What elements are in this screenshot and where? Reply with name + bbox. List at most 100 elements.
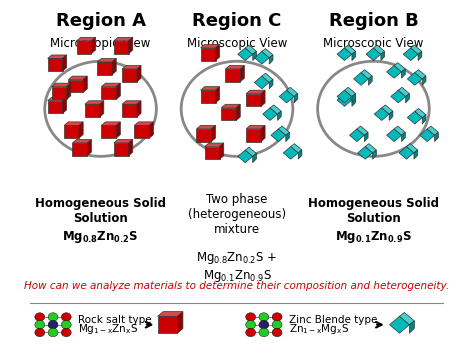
Polygon shape [128, 140, 133, 155]
Circle shape [272, 321, 282, 329]
Polygon shape [116, 83, 120, 99]
Polygon shape [399, 147, 414, 159]
Polygon shape [291, 144, 302, 153]
Text: Microscopic View: Microscopic View [323, 37, 424, 50]
Polygon shape [287, 87, 298, 97]
Polygon shape [122, 66, 141, 69]
Polygon shape [406, 94, 410, 103]
Polygon shape [135, 125, 149, 138]
Polygon shape [374, 45, 384, 54]
Polygon shape [158, 316, 177, 333]
Text: $\mathregular{Mg_{0.8}Zn_{0.2}S}$ +
$\mathregular{Mg_{0.1}Zn_{0.9}S}$: $\mathregular{Mg_{0.8}Zn_{0.2}S}$ + $\ma… [196, 250, 278, 284]
Text: Rock salt type: Rock salt type [78, 315, 152, 325]
Polygon shape [246, 90, 265, 94]
Polygon shape [253, 153, 256, 163]
Circle shape [35, 321, 45, 329]
Polygon shape [407, 144, 418, 153]
Circle shape [61, 321, 71, 329]
Polygon shape [63, 55, 67, 71]
Polygon shape [277, 111, 281, 120]
Polygon shape [221, 104, 240, 108]
Polygon shape [345, 45, 356, 54]
Polygon shape [101, 122, 120, 125]
Polygon shape [83, 76, 87, 92]
Text: Microscopic View: Microscopic View [187, 37, 287, 50]
Polygon shape [373, 150, 376, 159]
Polygon shape [205, 147, 219, 159]
Polygon shape [414, 150, 418, 159]
Polygon shape [137, 101, 141, 117]
Polygon shape [63, 97, 67, 113]
Circle shape [45, 61, 156, 156]
Polygon shape [403, 48, 418, 61]
Polygon shape [122, 101, 141, 104]
Circle shape [259, 328, 269, 337]
Polygon shape [201, 90, 216, 103]
Text: Region B: Region B [328, 12, 419, 30]
Circle shape [48, 328, 58, 337]
Text: $\mathregular{Mg_{0.1}Zn_{0.9}S}$: $\mathregular{Mg_{0.1}Zn_{0.9}S}$ [335, 229, 412, 245]
Polygon shape [245, 147, 256, 156]
Polygon shape [298, 150, 302, 159]
Polygon shape [101, 125, 116, 138]
Text: Homogeneous Solid
Solution: Homogeneous Solid Solution [308, 197, 439, 225]
Polygon shape [279, 90, 294, 103]
Polygon shape [382, 105, 393, 114]
Circle shape [61, 328, 71, 337]
Circle shape [246, 321, 255, 329]
Polygon shape [294, 94, 298, 103]
Polygon shape [401, 132, 405, 142]
Polygon shape [221, 108, 236, 120]
Polygon shape [352, 97, 356, 106]
Polygon shape [48, 97, 67, 101]
Polygon shape [52, 87, 67, 99]
Polygon shape [418, 51, 422, 61]
Circle shape [272, 313, 282, 321]
Text: $\mathregular{Zn_{1-x}Mg_xS}$: $\mathregular{Zn_{1-x}Mg_xS}$ [289, 322, 349, 336]
Polygon shape [205, 143, 224, 147]
Polygon shape [400, 312, 414, 325]
Polygon shape [87, 140, 91, 155]
Polygon shape [365, 144, 376, 153]
Polygon shape [101, 83, 120, 87]
Polygon shape [68, 80, 83, 92]
Polygon shape [216, 44, 219, 61]
Polygon shape [137, 66, 141, 82]
Polygon shape [128, 37, 133, 54]
Polygon shape [48, 101, 63, 113]
Text: Region A: Region A [55, 12, 146, 30]
Circle shape [246, 313, 255, 321]
Polygon shape [391, 90, 406, 103]
Polygon shape [238, 48, 253, 61]
Polygon shape [262, 73, 273, 82]
Circle shape [35, 328, 45, 337]
Polygon shape [269, 80, 273, 89]
Polygon shape [226, 66, 245, 69]
Polygon shape [387, 129, 401, 142]
Circle shape [318, 61, 429, 156]
Text: Region C: Region C [192, 12, 282, 30]
Polygon shape [197, 129, 211, 142]
Polygon shape [201, 87, 219, 90]
Polygon shape [149, 122, 154, 138]
Polygon shape [236, 104, 240, 120]
Polygon shape [240, 66, 245, 82]
Polygon shape [91, 37, 96, 54]
Polygon shape [401, 69, 405, 78]
Polygon shape [73, 140, 91, 143]
Polygon shape [112, 59, 116, 75]
Polygon shape [270, 105, 281, 114]
Circle shape [259, 313, 269, 321]
Polygon shape [361, 70, 372, 79]
Polygon shape [352, 94, 356, 103]
Circle shape [35, 313, 45, 321]
Circle shape [181, 61, 293, 156]
Text: $\mathregular{Mg_{0.8}Zn_{0.2}S}$: $\mathregular{Mg_{0.8}Zn_{0.2}S}$ [63, 229, 139, 245]
Polygon shape [77, 37, 96, 41]
Polygon shape [407, 72, 422, 85]
Polygon shape [135, 122, 154, 125]
Polygon shape [85, 104, 100, 117]
Polygon shape [245, 45, 256, 54]
Polygon shape [122, 104, 137, 117]
Polygon shape [357, 126, 368, 135]
